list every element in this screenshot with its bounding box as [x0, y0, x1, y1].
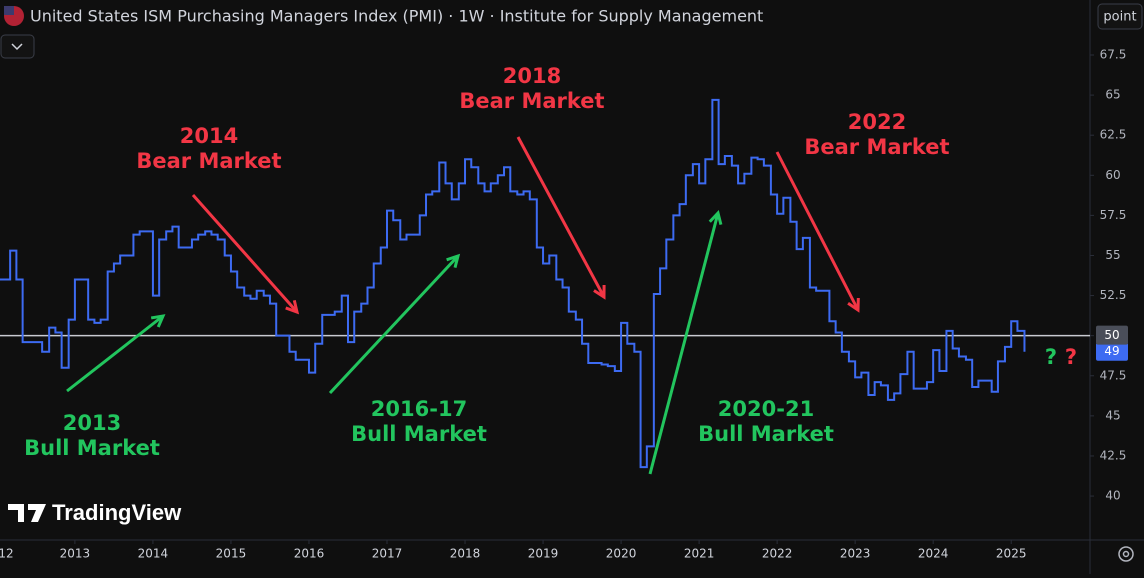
annotation-arrow — [191, 194, 299, 313]
chart-title: United States ISM Purchasing Managers In… — [30, 7, 763, 26]
y-tick-label: 52.5 — [1100, 288, 1127, 302]
logo: TradingView — [8, 500, 182, 525]
annotation-text: 2014 — [180, 124, 238, 148]
settings-icon[interactable] — [1118, 546, 1134, 562]
y-tick-label: 47.5 — [1100, 368, 1127, 382]
annotation-text: 2013 — [63, 411, 121, 435]
reference-box — [1096, 325, 1128, 345]
y-tick-label: 67.5 — [1100, 48, 1127, 62]
y-tick-label: 42.5 — [1100, 448, 1127, 462]
settings-gear-center — [1122, 550, 1130, 558]
annotation-text: ? — [1065, 345, 1077, 369]
y-tick-label: 55 — [1105, 248, 1120, 262]
x-tick-label: 2017 — [372, 547, 403, 561]
logo-icon — [8, 504, 46, 522]
x-tick-label: 2025 — [996, 547, 1027, 561]
x-tick-label: 2022 — [762, 547, 793, 561]
chevron-icon — [11, 43, 23, 51]
y-tick-label: 40 — [1105, 489, 1120, 503]
watermark: TradingView — [52, 500, 182, 525]
arrow-head — [593, 284, 606, 300]
x-tick-label: 2013 — [60, 547, 91, 561]
annotation-text: Bear Market — [136, 149, 281, 173]
x-tick-label: 2016 — [294, 547, 325, 561]
x-tick-label: 12 — [0, 547, 14, 561]
y-tick-label: 57.5 — [1100, 208, 1127, 222]
x-tick-label: 2021 — [684, 547, 715, 561]
flag-canton — [4, 6, 14, 15]
annotation-text: ? — [1045, 345, 1057, 369]
y-tick-label: 60 — [1105, 168, 1120, 182]
x-tick-label: 2020 — [606, 547, 637, 561]
arrow-head — [150, 314, 166, 328]
annotation-arrow — [66, 314, 164, 393]
annotation-text: Bull Market — [698, 422, 834, 446]
settings-gear[interactable] — [1118, 546, 1134, 562]
y-tick-label: 62.5 — [1100, 128, 1127, 142]
arrow-head — [446, 253, 461, 268]
collapse-button[interactable] — [0, 34, 35, 59]
annotation-arrow — [775, 151, 860, 311]
point-button-label: point — [1103, 10, 1136, 25]
header: United States ISM Purchasing Managers In… — [0, 3, 1143, 59]
x-tick-label: 2015 — [216, 547, 247, 561]
x-tick-label: 2024 — [918, 547, 949, 561]
x-tick-label: 2019 — [528, 547, 559, 561]
point-button[interactable] — [1097, 3, 1143, 30]
annotation-arrow — [648, 212, 720, 475]
annotation-arrow — [516, 136, 606, 298]
annotation-text: 2016-17 — [371, 397, 467, 421]
arrow-head — [708, 209, 723, 226]
last-value-label: 49 — [1104, 344, 1119, 358]
annotation-text: Bear Market — [459, 89, 604, 113]
y-tick-label: 65 — [1105, 88, 1120, 102]
arrow-head — [847, 297, 860, 313]
annotation-arrow — [328, 254, 460, 395]
annotation-text: 2020-21 — [718, 397, 814, 421]
annotation-text: Bull Market — [351, 422, 487, 446]
arrow-head — [285, 299, 300, 315]
x-tick-label: 2023 — [840, 547, 871, 561]
x-tick-label: 2018 — [450, 547, 481, 561]
annotation-text: Bull Market — [24, 436, 160, 460]
reference-label: 50 — [1104, 328, 1119, 342]
plot-area — [0, 98, 1090, 469]
series-line — [0, 98, 1026, 469]
y-tick-label: 45 — [1105, 408, 1120, 422]
annotation-text: Bear Market — [804, 135, 949, 159]
annotation-text: 2018 — [503, 64, 561, 88]
last-value-box — [1096, 342, 1128, 361]
x-tick-label: 2014 — [138, 547, 169, 561]
annotation-text: 2022 — [848, 110, 906, 134]
